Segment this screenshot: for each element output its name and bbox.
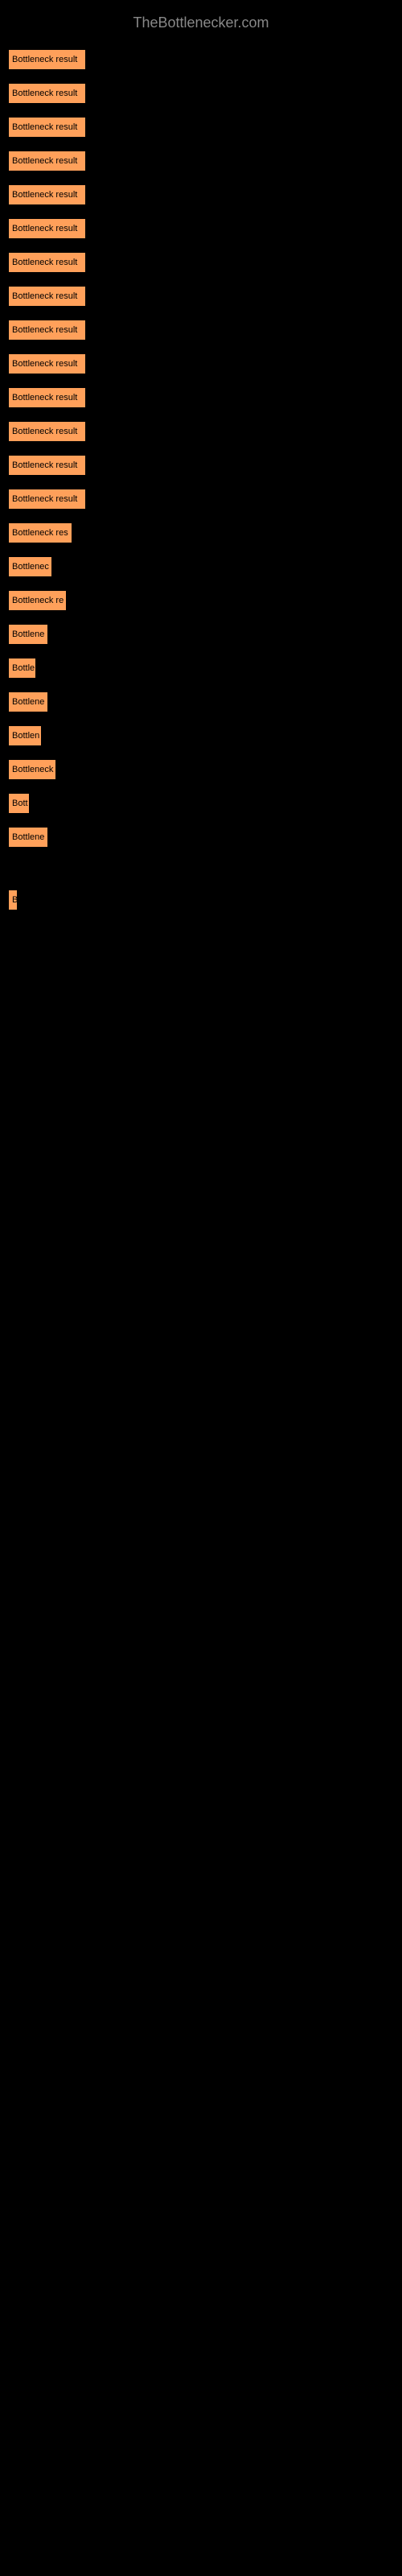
bar-row: Bottlene: [8, 621, 394, 645]
bar[interactable]: Bottleneck result: [8, 117, 86, 138]
bar-row: Bottleneck result: [8, 316, 394, 341]
bar[interactable]: Bottleneck result: [8, 421, 86, 442]
bar-row: Bottleneck result: [8, 350, 394, 374]
bar[interactable]: Bottleneck result: [8, 83, 86, 104]
bar-row: Bottleneck result: [8, 485, 394, 510]
page-header: TheBottlenecker.com: [8, 8, 394, 38]
bar[interactable]: Bottleneck result: [8, 387, 86, 408]
bar-row: Bottle: [8, 654, 394, 679]
bar[interactable]: Bottleneck result: [8, 49, 86, 70]
bar-row: Bottleneck result: [8, 418, 394, 442]
bar[interactable]: Bottleneck result: [8, 489, 86, 510]
bar[interactable]: Bott: [8, 793, 30, 814]
bar[interactable]: Bottleneck result: [8, 252, 86, 273]
bar[interactable]: Bottleneck: [8, 759, 56, 780]
bar-row: B: [8, 886, 394, 910]
bar[interactable]: Bottleneck result: [8, 455, 86, 476]
bar[interactable]: Bottleneck result: [8, 218, 86, 239]
bar[interactable]: Bottleneck result: [8, 353, 86, 374]
bar-row: Bott: [8, 790, 394, 814]
bar-row: Bottlenec: [8, 553, 394, 577]
bar-row: Bottleneck result: [8, 114, 394, 138]
bar-row: Bottleneck result: [8, 215, 394, 239]
bar-row: Bottlene: [8, 688, 394, 712]
bar-row: Bottleneck result: [8, 181, 394, 205]
bar[interactable]: Bottlene: [8, 691, 48, 712]
bar-row: Bottleneck result: [8, 452, 394, 476]
bar[interactable]: Bottlene: [8, 827, 48, 848]
header-title: TheBottlenecker.com: [133, 14, 269, 31]
bar[interactable]: Bottlenec: [8, 556, 52, 577]
bar[interactable]: Bottleneck result: [8, 286, 86, 307]
bar-row: Bottleneck result: [8, 147, 394, 171]
bar[interactable]: Bottleneck result: [8, 184, 86, 205]
bar-row: Bottleneck re: [8, 587, 394, 611]
bar-row: Bottlen: [8, 722, 394, 746]
bar[interactable]: Bottle: [8, 658, 36, 679]
bar[interactable]: Bottleneck re: [8, 590, 67, 611]
bar-row: Bottleneck: [8, 756, 394, 780]
bar-row: Bottleneck res: [8, 519, 394, 543]
bar-row: Bottleneck result: [8, 80, 394, 104]
bar[interactable]: Bottleneck result: [8, 320, 86, 341]
bar[interactable]: B: [8, 890, 18, 910]
bar[interactable]: Bottleneck result: [8, 151, 86, 171]
bar-row: Bottleneck result: [8, 249, 394, 273]
bar-chart: Bottleneck result Bottleneck result Bottle…: [8, 38, 394, 930]
bar[interactable]: Bottlen: [8, 725, 42, 746]
bar-row: Bottleneck result: [8, 283, 394, 307]
bar-row: Bottlene: [8, 824, 394, 848]
bar[interactable]: Bottlene: [8, 624, 48, 645]
bar-row: Bottleneck result: [8, 46, 394, 70]
bar[interactable]: Bottleneck res: [8, 522, 72, 543]
bar-row: Bottleneck result: [8, 384, 394, 408]
